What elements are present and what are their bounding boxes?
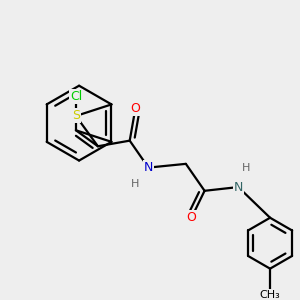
Text: CH₃: CH₃: [260, 290, 280, 300]
Text: H: H: [131, 179, 140, 189]
Text: Cl: Cl: [70, 90, 82, 103]
Text: N: N: [144, 161, 153, 174]
Text: O: O: [130, 102, 140, 115]
Text: N: N: [234, 181, 243, 194]
Text: O: O: [187, 211, 196, 224]
Text: H: H: [242, 163, 250, 173]
Text: S: S: [72, 110, 80, 122]
